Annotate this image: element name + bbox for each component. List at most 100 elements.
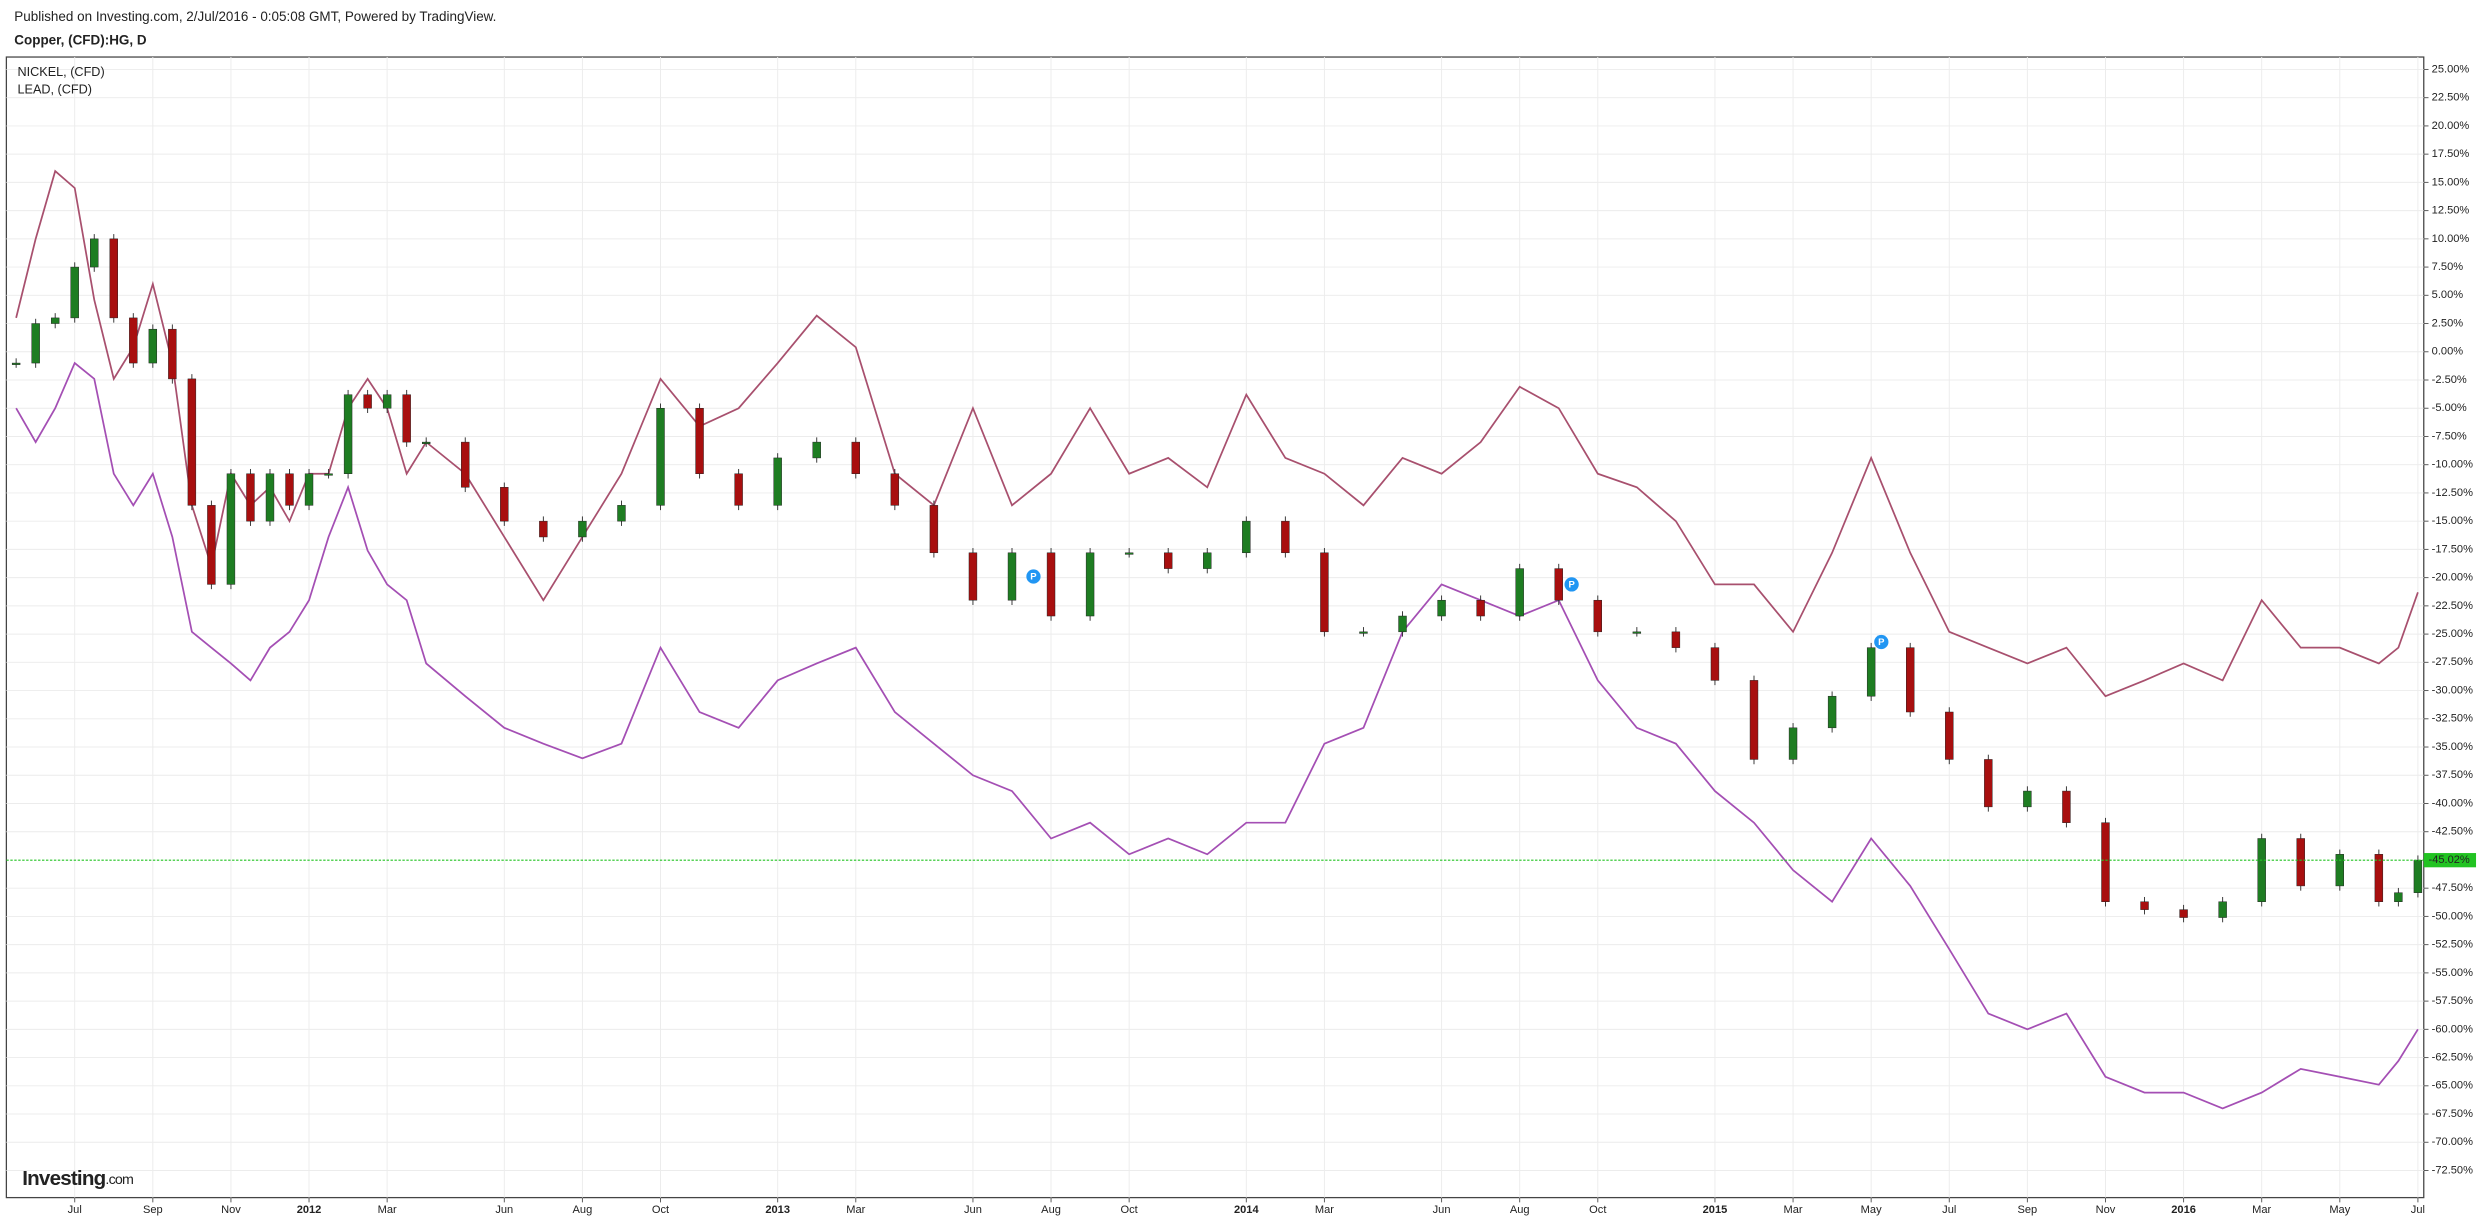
y-tick-label: -40.00% [2432, 797, 2473, 809]
series-line [15, 361, 2419, 1110]
candle-body [168, 328, 177, 380]
candle-body [2374, 854, 2384, 902]
y-tick-label: -12.50% [2432, 487, 2473, 499]
candle-body [1866, 647, 1876, 697]
candle-body [1007, 552, 1017, 601]
candle-body [2218, 901, 2227, 918]
y-tick-label: -22.50% [2432, 600, 2473, 612]
candle-body [148, 328, 158, 364]
candle-body [2023, 790, 2032, 808]
event-marker [1564, 577, 1579, 592]
x-tick-label: Aug [573, 1204, 593, 1216]
y-tick-label: 22.50% [2432, 92, 2470, 104]
y-tick-label: -37.50% [2432, 769, 2473, 781]
y-tick-label: 25.00% [2432, 63, 2470, 75]
candle-body [2101, 822, 2110, 902]
x-tick-label: 2013 [765, 1204, 790, 1216]
candle-body [2296, 838, 2305, 887]
y-tick-label: -35.00% [2432, 741, 2473, 753]
candle-body [851, 441, 860, 474]
candle-body [1085, 552, 1095, 617]
candle-body [343, 394, 353, 474]
y-tick-label: 10.00% [2432, 233, 2470, 245]
candle-body [500, 487, 509, 522]
event-marker [1874, 634, 1889, 650]
x-tick-label: May [2329, 1204, 2350, 1216]
candle-body [1515, 568, 1524, 617]
candle-body [695, 407, 704, 474]
candle-body [226, 473, 236, 585]
candle-body [2140, 901, 2149, 910]
candle-body [421, 441, 431, 444]
candle-body [11, 362, 21, 365]
x-tick-label: Mar [846, 1204, 865, 1216]
candle-body [2335, 854, 2344, 887]
candle-body [246, 473, 255, 522]
candle-body [382, 394, 392, 409]
x-tick-label: Oct [1589, 1204, 1606, 1216]
y-tick-label: 0.00% [2432, 346, 2464, 358]
candle-body [2413, 859, 2423, 893]
candle-body [402, 394, 411, 443]
x-tick-label: Jun [495, 1204, 513, 1216]
x-tick-label: Jun [964, 1204, 982, 1216]
current-value-tag [2423, 853, 2477, 868]
candle-body [1593, 599, 1602, 633]
y-tick-label: -60.00% [2432, 1023, 2473, 1035]
main-symbol: Copper, (CFD):HG, D [14, 33, 147, 48]
candle-body [656, 407, 665, 506]
candle-body [812, 441, 821, 459]
candle-body [304, 473, 314, 506]
candle-body [1632, 631, 1642, 634]
candle-body [285, 473, 294, 506]
y-tick-label: -65.00% [2432, 1080, 2473, 1092]
candle-body [50, 317, 60, 324]
candle-body [2257, 838, 2266, 902]
legend-entry: LEAD, (CFD) [17, 83, 92, 97]
x-tick-label: Jul [1942, 1204, 1956, 1216]
y-tick-label: 20.00% [2432, 120, 2470, 132]
y-tick-label: 17.50% [2432, 148, 2470, 160]
candle-body [1437, 599, 1446, 617]
event-marker [1026, 569, 1041, 584]
x-tick-label: Aug [1041, 1204, 1061, 1216]
y-tick-label: -52.50% [2432, 939, 2473, 951]
y-tick-label: -70.00% [2432, 1136, 2473, 1148]
x-tick-label: Nov [221, 1204, 241, 1216]
event-marker-label: P [1568, 579, 1575, 590]
candle-body [363, 394, 372, 409]
candle-body [929, 505, 939, 554]
x-tick-label: May [1861, 1204, 1882, 1216]
x-tick-label: Oct [652, 1204, 669, 1216]
x-tick-label: Jul [68, 1204, 82, 1216]
x-tick-label: 2015 [1703, 1204, 1728, 1216]
event-marker-label: P [1030, 571, 1037, 582]
x-tick-label: Aug [1510, 1204, 1530, 1216]
candle-body [461, 441, 470, 488]
x-tick-label: Jul [2411, 1204, 2425, 1216]
x-tick-label: Mar [1315, 1204, 1334, 1216]
candle-body [1906, 647, 1915, 713]
grid [6, 57, 2424, 1198]
y-tick-label: -25.00% [2432, 628, 2473, 640]
legend-entry: NICKEL, (CFD) [17, 65, 104, 79]
x-tick-label: Mar [1784, 1204, 1803, 1216]
y-tick-label: -42.50% [2432, 826, 2473, 838]
candle-body [109, 238, 118, 319]
candle-body [890, 473, 900, 506]
candle-body [734, 473, 743, 506]
x-tick-label: Nov [2096, 1204, 2116, 1216]
logo: Investing.com [22, 1168, 133, 1191]
x-tick-label: 2016 [2171, 1204, 2196, 1216]
x-tick-label: Oct [1121, 1204, 1138, 1216]
current-value-label: -45.02% [2429, 854, 2470, 866]
marks: P P P [6, 169, 2424, 1110]
y-tick-label: 7.50% [2432, 261, 2464, 273]
candle-body [2394, 892, 2403, 902]
candle-body [207, 505, 216, 585]
candle-body [539, 520, 548, 538]
candle-body [1242, 520, 1251, 554]
y-tick-label: 12.50% [2432, 205, 2470, 217]
candle-body [1984, 759, 1993, 808]
